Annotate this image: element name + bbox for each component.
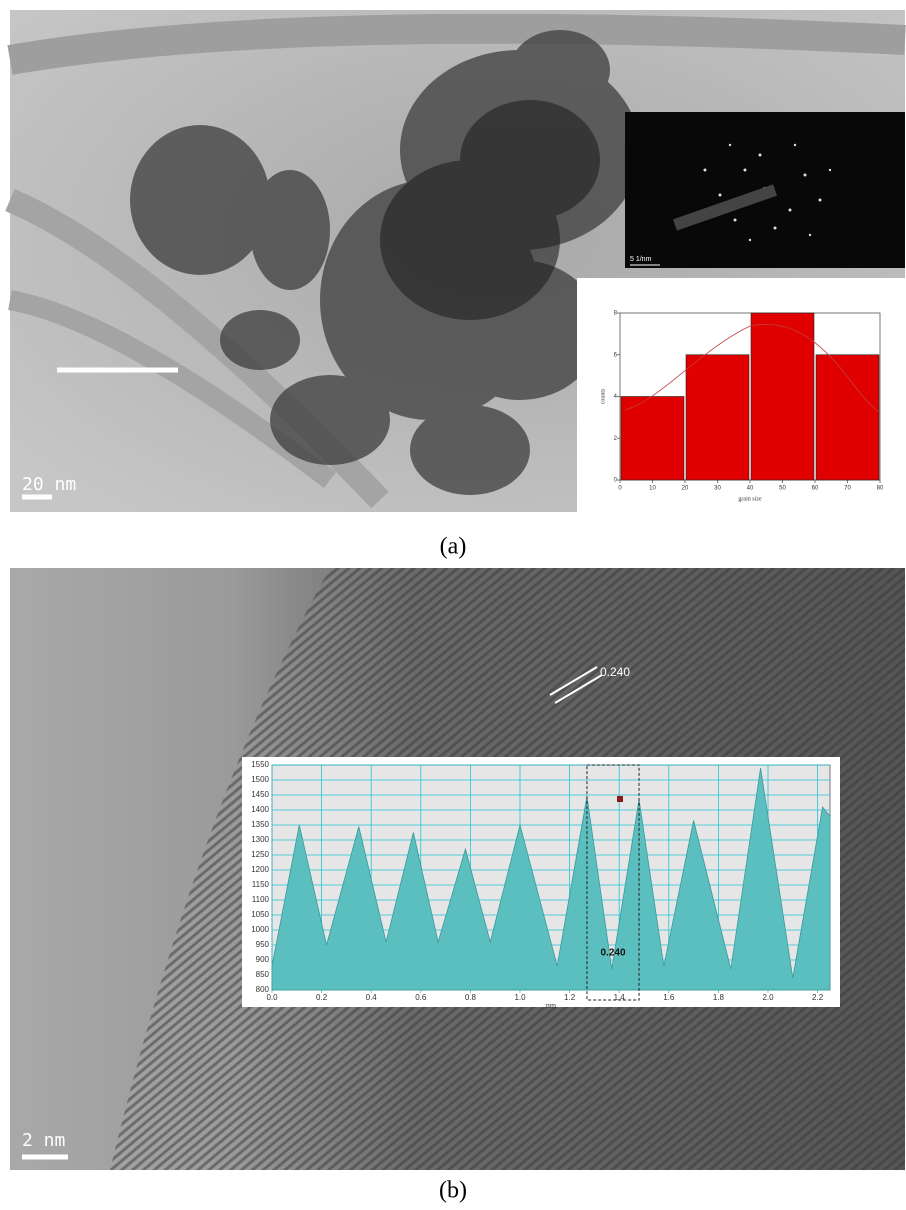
diffraction-scale: 5 1/nm [630, 256, 652, 263]
y-tick-label: 1500 [251, 775, 269, 784]
y-tick-label: 6 [614, 352, 618, 358]
y-tick-label: 950 [256, 940, 270, 949]
chart-annotation: 0.240 [600, 948, 625, 959]
y-tick-label: 1100 [252, 895, 270, 904]
x-tick-label: 50 [779, 486, 786, 492]
x-tick-label: 1.4 [614, 993, 626, 1002]
x-tick-label: 0 [618, 486, 622, 492]
x-tick-label: 2.0 [762, 993, 774, 1002]
bar [620, 396, 685, 481]
x-tick-label: 1.2 [564, 993, 576, 1002]
beam-stop [673, 184, 777, 231]
y-tick-label: 1350 [251, 820, 269, 829]
x-tick-label: 60 [812, 486, 819, 492]
panel-label: (a) [440, 534, 467, 560]
y-tick-label: 1550 [251, 760, 269, 769]
annotation: 0.240 [600, 665, 630, 679]
nanotube [7, 13, 906, 75]
x-axis-label: grain size [738, 496, 761, 502]
x-tick-label: 2.2 [812, 993, 824, 1002]
y-tick-label: 8 [614, 311, 618, 317]
x-tick-label: 0.4 [366, 993, 378, 1002]
x-tick-label: 10 [649, 486, 656, 492]
y-tick-label: 4 [614, 394, 618, 400]
x-tick-label: 80 [877, 486, 884, 492]
x-tick-label: 70 [844, 486, 851, 492]
x-tick-label: 40 [747, 486, 754, 492]
y-tick-label: 1450 [251, 790, 269, 799]
y-tick-label: 1000 [251, 925, 269, 934]
scale-label: 20 nm [22, 474, 76, 495]
y-tick-label: 2 [614, 436, 618, 442]
panel-label: (b) [439, 1178, 467, 1204]
bar [685, 354, 750, 481]
profile-area [271, 767, 831, 991]
x-tick-label: 0.0 [266, 993, 278, 1002]
bar [750, 312, 815, 481]
x-tick-label: 1.0 [514, 993, 526, 1002]
y-tick-label: 1200 [251, 865, 269, 874]
y-tick-label: 800 [256, 985, 270, 994]
x-axis-label: nm [546, 1001, 557, 1010]
marker [617, 796, 623, 802]
y-tick-label: 850 [256, 970, 270, 979]
fit-curve [624, 324, 881, 413]
y-tick-label: 900 [256, 955, 270, 964]
y-axis-label: counts [600, 388, 606, 404]
y-tick-label: 1150 [252, 880, 270, 889]
bar [815, 354, 880, 481]
x-tick-label: 20 [682, 486, 689, 492]
y-tick-label: 1400 [251, 805, 269, 814]
x-tick-label: 1.8 [713, 993, 725, 1002]
x-tick-label: 0.8 [465, 993, 477, 1002]
x-tick-label: 30 [714, 486, 721, 492]
y-tick-label: 1250 [251, 850, 269, 859]
y-tick-label: 0 [614, 478, 618, 484]
x-tick-label: 1.6 [663, 993, 675, 1002]
x-tick-label: 0.2 [316, 993, 328, 1002]
scale-label: 2 nm [22, 1130, 65, 1151]
nanotube [8, 290, 337, 488]
x-tick-label: 0.6 [415, 993, 427, 1002]
y-tick-label: 1050 [251, 910, 269, 919]
selection-box [586, 764, 640, 1001]
y-tick-label: 1300 [251, 835, 269, 844]
